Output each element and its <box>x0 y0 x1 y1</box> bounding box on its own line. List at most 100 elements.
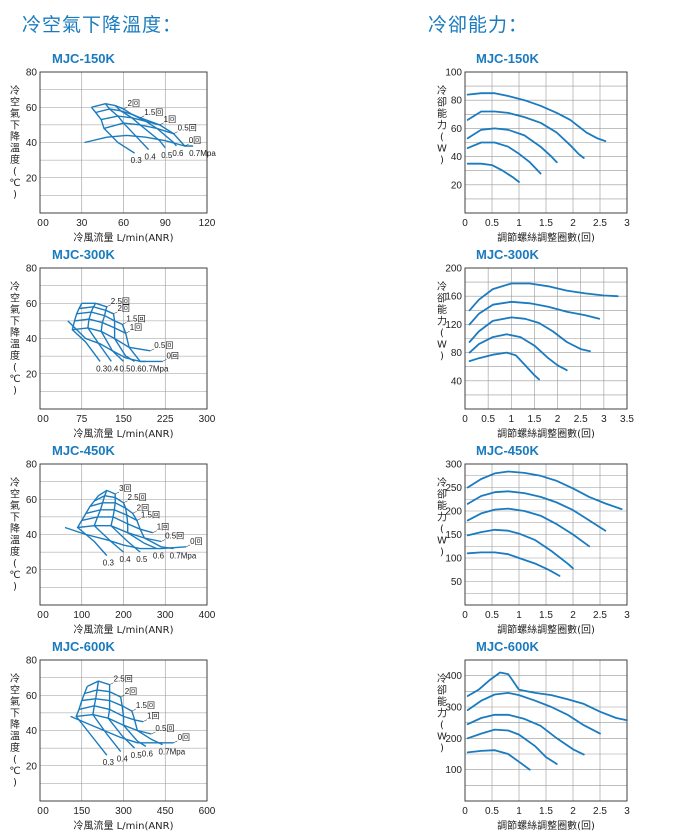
capacity-series-line <box>466 507 591 548</box>
y-tick-label: 20 <box>26 369 38 380</box>
valve-leader <box>173 131 178 134</box>
y-axis-label-char: 下 <box>10 513 20 524</box>
y-axis-label-char: 卻 <box>437 488 447 501</box>
y-axis-label-char: 下 <box>10 709 20 720</box>
y-axis-label-char: 溫 <box>10 731 20 743</box>
pressure-line <box>120 696 147 747</box>
capacity-series-line <box>466 551 561 577</box>
y-axis-label-char: 冷 <box>10 672 20 685</box>
valve-label: 0.5回 <box>165 532 184 541</box>
section-title-temperature: 冷空氣下降溫度： <box>22 14 183 36</box>
x-tick-label: 2 <box>555 414 561 425</box>
x-tick-label: 2.5 <box>593 610 607 621</box>
pressure-label: 0.6 <box>172 149 184 158</box>
y-axis-label: 冷卻能力(W) <box>437 672 447 754</box>
y-axis-label-char: ( <box>440 720 444 731</box>
y-tick-label: 200 <box>445 507 462 518</box>
valve-line <box>101 115 160 126</box>
x-tick-label: 1.5 <box>539 610 553 621</box>
x-tick-label: 400 <box>199 610 216 621</box>
valve-leader <box>131 708 136 712</box>
y-axis-label-char: 空 <box>10 292 20 305</box>
x-tick-label: 600 <box>199 806 216 817</box>
x-tick-label: 300 <box>115 806 132 817</box>
x-tick-label: 0 <box>462 806 468 817</box>
valve-line <box>93 494 124 504</box>
x-tick-label: 0.5 <box>485 218 499 229</box>
x-tick-label: 2 <box>570 610 576 621</box>
x-tick-label: 1.5 <box>527 414 541 425</box>
pressure-label: 0.5 <box>161 151 173 160</box>
capacity-series-line <box>466 127 558 164</box>
x-tick-label: 0 <box>37 218 43 229</box>
valve-label: 2回 <box>117 304 129 313</box>
valve-line <box>84 134 185 147</box>
x-tick-label: 60 <box>118 218 130 229</box>
x-tick-label: 300 <box>157 610 174 621</box>
valve-label: 3回 <box>119 484 131 493</box>
y-axis-label-char: 溫 <box>10 535 20 547</box>
valve-label: 2.5回 <box>111 297 130 306</box>
y-axis-label: 冷卻能力(W) <box>437 84 447 166</box>
y-tick-label: 40 <box>451 152 463 163</box>
y-axis-label-char: ) <box>13 386 17 397</box>
y-axis-label-char: ( <box>440 328 444 339</box>
y-axis-label: 冷卻能力(W) <box>437 280 447 362</box>
x-tick-label: 3 <box>624 218 630 229</box>
valve-line <box>76 713 152 735</box>
y-axis-label-char: ℃ <box>9 374 20 385</box>
y-axis-label-char: 度 <box>10 545 20 558</box>
y-tick-label: 60 <box>26 495 38 506</box>
x-tick-label: 225 <box>157 414 174 425</box>
valve-label: 0回 <box>178 733 190 742</box>
pressure-line <box>76 495 108 557</box>
valve-leader <box>115 491 120 495</box>
valve-line <box>67 320 163 363</box>
y-tick-label: 80 <box>26 264 38 275</box>
y-tick-label: 200 <box>445 734 462 745</box>
pressure-label: 0.3 <box>103 758 115 767</box>
y-axis-label-char: ( <box>13 559 17 570</box>
pressure-label: 0.6 <box>131 364 143 373</box>
pressure-label: 0.7Mpa <box>158 748 185 757</box>
y-axis-label-char: 冷 <box>437 280 447 293</box>
capacity-series-line <box>468 282 619 312</box>
valve-label: 2回 <box>137 503 149 512</box>
pressure-label: 0.4 <box>117 755 129 764</box>
x-tick-label: 0.5 <box>485 806 499 817</box>
y-tick-label: 60 <box>451 124 463 135</box>
capacity-series-line <box>466 692 601 735</box>
valve-leader <box>123 106 128 110</box>
valve-label: 1.5回 <box>141 510 160 519</box>
chart-temp-4: MJC-600K 0 150 300 450 600 20 40 60 80 0 冷風流量 L/min… <box>9 639 215 832</box>
y-tick-label: 40 <box>26 334 38 345</box>
y-axis-label-char: ) <box>440 547 444 558</box>
valve-leader <box>150 348 155 352</box>
valve-line <box>81 302 108 308</box>
capacity-series-line <box>466 490 607 532</box>
x-axis-label: 調節螺絲調整圈數(回) <box>497 427 595 440</box>
valve-label: 1回 <box>157 523 169 532</box>
y-tick-label: 40 <box>26 530 38 541</box>
x-tick-label: 0 <box>37 414 43 425</box>
y-tick-label: 60 <box>26 299 38 310</box>
valve-line <box>85 509 138 522</box>
y-axis-label-char: 空 <box>10 684 20 697</box>
valve-line <box>64 526 187 550</box>
y-tick-label: 60 <box>26 103 38 114</box>
pressure-line <box>114 104 166 149</box>
valve-leader <box>159 122 164 126</box>
pressure-label: 0.4 <box>145 153 157 162</box>
y-axis-label-char: W <box>437 536 447 547</box>
y-axis-label-char: 卻 <box>437 292 447 305</box>
valve-line <box>91 102 124 110</box>
valve-line <box>89 502 134 514</box>
y-axis-label-char: ℃ <box>9 766 20 777</box>
y-axis-label-char: 冷 <box>10 280 20 293</box>
plot-frame <box>39 71 208 214</box>
x-tick-label: 75 <box>76 414 88 425</box>
y-axis-label-char: W <box>437 340 447 351</box>
y-axis-label-char: 冷 <box>10 476 20 489</box>
valve-line <box>84 689 122 698</box>
